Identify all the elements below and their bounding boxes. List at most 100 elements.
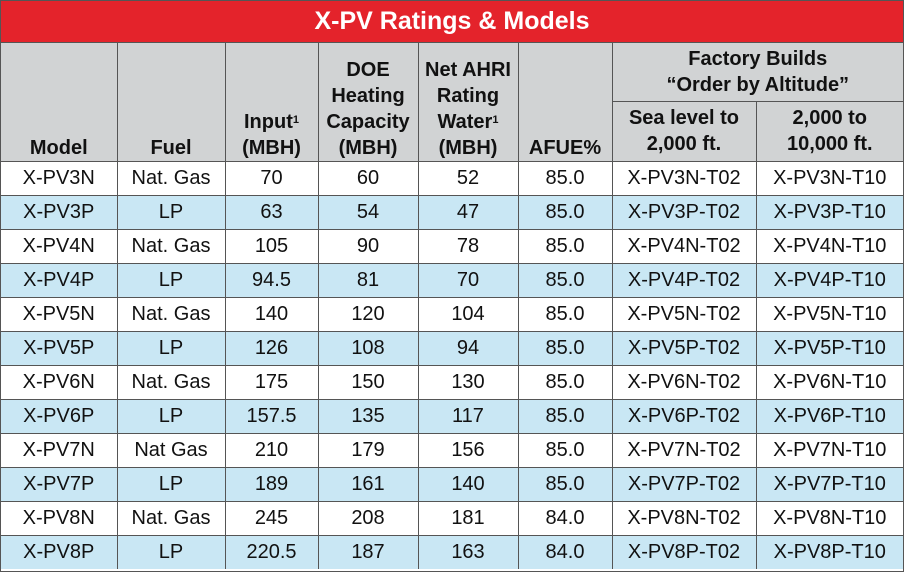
cell-fuel: LP — [116, 262, 226, 298]
cell-sea-level-build: X-PV4N-T02 — [611, 228, 757, 264]
cell-afue: 85.0 — [517, 296, 613, 332]
cell-model: X-PV6P — [1, 398, 118, 434]
table-row: X-PV8N Nat. Gas 245 208 181 84.0 X-PV8N-… — [1, 500, 904, 536]
cell-doe: 208 — [317, 500, 419, 536]
header-sea-level: Sea level to 2,000 ft. — [612, 100, 757, 162]
cell-sea-level-build: X-PV6N-T02 — [611, 364, 757, 400]
cell-sea-level-build: X-PV5P-T02 — [611, 330, 757, 366]
cell-sea-level-build: X-PV8N-T02 — [611, 500, 757, 536]
cell-sea-level-build: X-PV5N-T02 — [611, 296, 757, 332]
table-row: X-PV7P LP 189 161 140 85.0 X-PV7P-T02 X-… — [1, 466, 904, 502]
header-doe-capacity: DOE Heating Capacity (MBH) — [317, 43, 419, 162]
cell-model: X-PV6N — [1, 364, 118, 400]
cell-afue: 85.0 — [517, 160, 613, 196]
cell-altitude-build: X-PV7N-T10 — [755, 432, 904, 468]
table-row: X-PV7N Nat Gas 210 179 156 85.0 X-PV7N-T… — [1, 432, 904, 468]
cell-ahri: 78 — [417, 228, 519, 264]
cell-input: 94.5 — [224, 262, 319, 298]
cell-doe: 60 — [317, 160, 419, 196]
cell-altitude-build: X-PV3N-T10 — [755, 160, 904, 196]
table-row: X-PV6P LP 157.5 135 117 85.0 X-PV6P-T02 … — [1, 398, 904, 434]
cell-doe: 150 — [317, 364, 419, 400]
cell-doe: 135 — [317, 398, 419, 434]
cell-altitude-build: X-PV7P-T10 — [755, 466, 904, 502]
cell-fuel: Nat Gas — [116, 432, 226, 468]
cell-fuel: Nat. Gas — [116, 160, 226, 196]
cell-afue: 85.0 — [517, 262, 613, 298]
cell-fuel: Nat. Gas — [116, 500, 226, 536]
cell-model: X-PV7N — [1, 432, 118, 468]
cell-ahri: 163 — [417, 534, 519, 569]
cell-model: X-PV4N — [1, 228, 118, 264]
cell-altitude-build: X-PV8P-T10 — [755, 534, 904, 569]
cell-afue: 85.0 — [517, 398, 613, 434]
cell-model: X-PV5N — [1, 296, 118, 332]
ratings-table: Model Fuel Input1 (MBH) DOE Heating Capacit… — [1, 43, 904, 569]
cell-doe: 120 — [317, 296, 419, 332]
table-row: X-PV3P LP 63 54 47 85.0 X-PV3P-T02 X-PV3… — [1, 194, 904, 230]
cell-altitude-build: X-PV4P-T10 — [755, 262, 904, 298]
cell-input: 105 — [224, 228, 319, 264]
cell-model: X-PV8N — [1, 500, 118, 536]
cell-ahri: 130 — [417, 364, 519, 400]
table-row: X-PV6N Nat. Gas 175 150 130 85.0 X-PV6N-… — [1, 364, 904, 400]
cell-altitude-build: X-PV4N-T10 — [755, 228, 904, 264]
cell-input: 175 — [224, 364, 319, 400]
cell-ahri: 70 — [417, 262, 519, 298]
cell-afue: 84.0 — [517, 534, 613, 569]
cell-altitude-build: X-PV3P-T10 — [755, 194, 904, 230]
cell-afue: 85.0 — [517, 432, 613, 468]
cell-input: 157.5 — [224, 398, 319, 434]
cell-sea-level-build: X-PV6P-T02 — [611, 398, 757, 434]
cell-sea-level-build: X-PV8P-T02 — [611, 534, 757, 569]
cell-sea-level-build: X-PV3N-T02 — [611, 160, 757, 196]
cell-ahri: 181 — [417, 500, 519, 536]
table-row: X-PV5P LP 126 108 94 85.0 X-PV5P-T02 X-P… — [1, 330, 904, 366]
cell-ahri: 94 — [417, 330, 519, 366]
cell-model: X-PV8P — [1, 534, 118, 569]
cell-input: 245 — [224, 500, 319, 536]
cell-ahri: 117 — [417, 398, 519, 434]
cell-doe: 54 — [317, 194, 419, 230]
cell-ahri: 47 — [417, 194, 519, 230]
cell-doe: 81 — [317, 262, 419, 298]
table-row: X-PV4P LP 94.5 81 70 85.0 X-PV4P-T02 X-P… — [1, 262, 904, 298]
table-title: X-PV Ratings & Models — [1, 1, 903, 43]
table-row: X-PV3N Nat. Gas 70 60 52 85.0 X-PV3N-T02… — [1, 160, 904, 196]
cell-doe: 179 — [317, 432, 419, 468]
cell-input: 210 — [224, 432, 319, 468]
header-afue: AFUE% — [517, 43, 613, 162]
header-high-altitude: 2,000 to 10,000 ft. — [755, 100, 904, 162]
cell-sea-level-build: X-PV7N-T02 — [611, 432, 757, 468]
cell-fuel: Nat. Gas — [116, 296, 226, 332]
cell-input: 220.5 — [224, 534, 319, 569]
cell-afue: 85.0 — [517, 228, 613, 264]
cell-doe: 108 — [317, 330, 419, 366]
table-row: X-PV5N Nat. Gas 140 120 104 85.0 X-PV5N-… — [1, 296, 904, 332]
cell-altitude-build: X-PV5N-T10 — [755, 296, 904, 332]
cell-doe: 187 — [317, 534, 419, 569]
header-model: Model — [1, 43, 118, 162]
table-row: X-PV8P LP 220.5 187 163 84.0 X-PV8P-T02 … — [1, 534, 904, 569]
cell-model: X-PV3P — [1, 194, 118, 230]
table-row: X-PV4N Nat. Gas 105 90 78 85.0 X-PV4N-T0… — [1, 228, 904, 264]
cell-afue: 85.0 — [517, 194, 613, 230]
header-fuel: Fuel — [116, 43, 226, 162]
cell-model: X-PV3N — [1, 160, 118, 196]
cell-model: X-PV7P — [1, 466, 118, 502]
cell-fuel: LP — [116, 194, 226, 230]
cell-ahri: 156 — [417, 432, 519, 468]
cell-model: X-PV4P — [1, 262, 118, 298]
cell-fuel: Nat. Gas — [116, 364, 226, 400]
cell-altitude-build: X-PV5P-T10 — [755, 330, 904, 366]
cell-sea-level-build: X-PV3P-T02 — [611, 194, 757, 230]
header-net-ahri: Net AHRI Rating Water1 (MBH) — [417, 43, 519, 162]
cell-altitude-build: X-PV6N-T10 — [755, 364, 904, 400]
cell-ahri: 52 — [417, 160, 519, 196]
cell-fuel: LP — [116, 466, 226, 502]
cell-fuel: Nat. Gas — [116, 228, 226, 264]
cell-model: X-PV5P — [1, 330, 118, 366]
cell-input: 140 — [224, 296, 319, 332]
cell-doe: 161 — [317, 466, 419, 502]
cell-altitude-build: X-PV6P-T10 — [755, 398, 904, 434]
